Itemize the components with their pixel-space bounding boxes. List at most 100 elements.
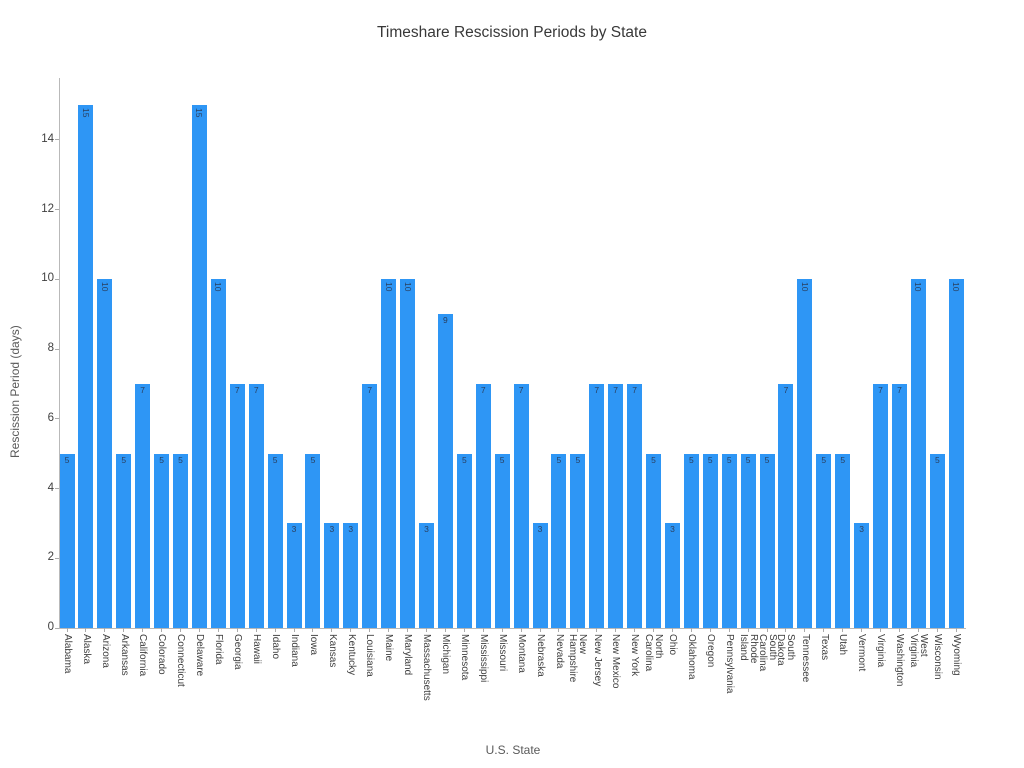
bar-value-label: 5 (821, 454, 827, 465)
y-axis-tick (55, 627, 59, 629)
x-tick-label-michigan: Michigan (440, 634, 452, 675)
bar-wisconsin (929, 453, 945, 628)
x-tick-label-georgia: Georgia (232, 634, 244, 670)
x-axis-tick (596, 628, 598, 632)
y-axis-tick (55, 348, 59, 350)
bar-minnesota (456, 453, 472, 628)
bar-vermont (854, 523, 870, 628)
bar-value-label: 7 (783, 384, 789, 395)
bar-value-label: 5 (764, 454, 770, 465)
x-axis-tick (123, 628, 125, 632)
x-tick-label-missouri: Missouri (496, 634, 508, 672)
x-tick-label-colorado: Colorado (156, 634, 168, 675)
x-axis-tick (766, 628, 768, 632)
bar-alabama (59, 453, 75, 628)
x-axis-tick (142, 628, 144, 632)
bar-value-label: 3 (424, 524, 429, 535)
x-axis-tick (388, 628, 390, 632)
x-tick-label-new-york: New York (629, 634, 641, 677)
x-tick-label-nebraska: Nebraska (534, 634, 546, 677)
bar-value-label: 7 (367, 384, 373, 395)
x-axis-tick (293, 628, 295, 632)
bar-value-label: 10 (213, 282, 224, 292)
x-axis-tick (936, 628, 938, 632)
bar-value-label: 3 (537, 524, 543, 535)
bar-value-label: 5 (556, 454, 562, 465)
bar-value-label: 7 (594, 384, 600, 395)
y-axis-tick (55, 139, 59, 141)
x-tick-label-alaska: Alaska (80, 634, 92, 665)
bar-idaho (267, 453, 283, 628)
bar-value-label: 7 (253, 384, 259, 395)
bar-connecticut (173, 453, 189, 628)
x-axis-tick (312, 628, 314, 632)
x-tick-label-maryland: Maryland (402, 634, 414, 676)
x-tick-label-texas: Texas (818, 634, 830, 661)
bar-value-label: 7 (480, 384, 486, 395)
bar-value-label: 10 (913, 282, 924, 292)
x-tick-label-nevada: Nevada (553, 634, 565, 669)
bar-new-hampshire (570, 453, 586, 628)
bar-value-label: 10 (402, 282, 413, 292)
x-tick-label-ohio: Ohio (667, 634, 679, 656)
bar-delaware (191, 104, 207, 628)
x-axis-title: U.S. State (485, 743, 541, 757)
x-axis-tick (198, 628, 200, 632)
bar-value-label: 10 (383, 282, 394, 292)
x-axis-tick (823, 628, 825, 632)
bar-texas (816, 453, 832, 628)
x-axis-tick (842, 628, 844, 632)
x-tick-label-utah: Utah (837, 634, 849, 656)
bar-maine (381, 279, 397, 628)
bar-value-label: 3 (291, 524, 297, 535)
x-axis-tick (785, 628, 787, 632)
bar-value-label: 9 (443, 315, 448, 326)
bar-new-mexico (608, 383, 624, 628)
x-tick-label-vermont: Vermont (856, 634, 868, 672)
x-tick-label-new-hampshire: New Hampshire (567, 634, 589, 683)
x-tick-label-iowa: Iowa (307, 634, 319, 656)
x-tick-label-alabama: Alabama (61, 634, 73, 674)
x-axis-tick (463, 628, 465, 632)
x-tick-label-louisiana: Louisiana (364, 634, 376, 677)
bar-value-label: 10 (799, 282, 810, 292)
bar-maryland (400, 279, 416, 628)
x-tick-label-washington: Washington (894, 634, 906, 687)
x-tick-label-new-mexico: New Mexico (610, 634, 622, 689)
x-axis-tick (880, 628, 882, 632)
x-tick-label-kansas: Kansas (326, 634, 338, 668)
y-axis-tick (55, 278, 59, 280)
x-tick-label-oklahoma: Oklahoma (686, 634, 698, 680)
bar-massachusetts (418, 523, 434, 628)
bar-value-label: 5 (745, 454, 751, 465)
y-tick-label: 6 (47, 411, 54, 424)
bar-value-label: 7 (140, 384, 146, 395)
bar-west-virginia (910, 279, 926, 628)
x-axis-tick (804, 628, 806, 632)
bar-value-label: 7 (632, 384, 637, 395)
bar-value-label: 5 (178, 454, 183, 465)
x-tick-label-massachusetts: Massachusetts (421, 634, 433, 701)
x-tick-label-south-dakota: South Dakota (775, 634, 797, 666)
bar-mississippi (475, 383, 491, 628)
bar-value-label: 3 (670, 524, 675, 535)
bar-utah (835, 453, 851, 628)
x-tick-label-florida: Florida (213, 634, 225, 665)
x-tick-label-arkansas: Arkansas (118, 634, 130, 676)
x-axis-tick (425, 628, 427, 632)
x-tick-label-california: California (137, 634, 149, 677)
x-axis-tick (861, 628, 863, 632)
x-axis-tick (728, 628, 730, 632)
bar-value-label: 3 (859, 524, 864, 535)
x-axis-tick (671, 628, 673, 632)
bar-virginia (873, 383, 889, 628)
x-axis-tick (615, 628, 617, 632)
x-axis-tick (653, 628, 655, 632)
x-axis-tick (690, 628, 692, 632)
x-axis-tick (634, 628, 636, 632)
x-axis-tick (255, 628, 257, 632)
bar-washington (891, 383, 907, 628)
bar-value-label: 5 (64, 454, 70, 465)
x-axis-tick (444, 628, 446, 632)
bar-new-york (627, 383, 643, 628)
